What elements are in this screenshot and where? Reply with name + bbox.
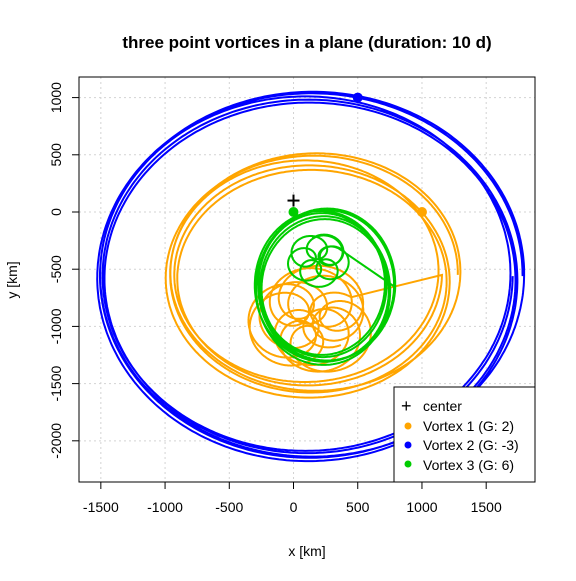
legend-label-center: center <box>423 398 462 414</box>
legend-label-vortex-1: Vortex 1 (G: 2) <box>423 418 514 434</box>
y-axis: -2000 -1500 -1000 -500 0 500 1000 <box>48 82 80 459</box>
series-group <box>96 90 526 463</box>
y-tick-label: 1000 <box>48 82 64 113</box>
x-axis-label: x [km] <box>288 543 325 559</box>
series-line-vortex-3 <box>253 207 397 366</box>
legend-marker-vortex-2 <box>404 441 412 449</box>
y-tick-label: -500 <box>48 255 64 283</box>
x-tick-label: 1000 <box>406 499 437 515</box>
x-axis: -1500 -1000 -500 0 500 1000 1500 <box>83 481 502 515</box>
start-marker-vortex-1 <box>416 207 427 217</box>
x-tick-label: 1500 <box>471 499 502 515</box>
legend-marker-vortex-3 <box>404 460 412 468</box>
y-tick-label: -2000 <box>48 423 64 459</box>
y-tick-label: 500 <box>48 143 64 167</box>
legend-marker-vortex-1 <box>404 422 412 430</box>
legend: + center Vortex 1 (G: 2) Vortex 2 (G: -3… <box>393 386 536 483</box>
legend-label-vortex-3: Vortex 3 (G: 6) <box>423 457 514 473</box>
x-tick-label: -1500 <box>83 499 119 515</box>
x-tick-label: -1000 <box>147 499 183 515</box>
legend-label-vortex-2: Vortex 2 (G: -3) <box>423 437 519 453</box>
start-marker-vortex-2 <box>352 92 363 103</box>
x-tick-label: 500 <box>346 499 370 515</box>
x-tick-label: -500 <box>215 499 243 515</box>
x-tick-label: 0 <box>290 499 298 515</box>
legend-box <box>393 386 536 483</box>
start-marker-vortex-3 <box>288 207 299 217</box>
y-tick-label: -1500 <box>48 365 64 401</box>
y-tick-label: -1000 <box>48 308 64 344</box>
y-axis-label: y [km] <box>4 261 20 298</box>
y-tick-label: 0 <box>48 208 64 216</box>
chart-title: three point vortices in a plane (duratio… <box>122 33 491 52</box>
legend-center-icon: + <box>401 396 412 416</box>
